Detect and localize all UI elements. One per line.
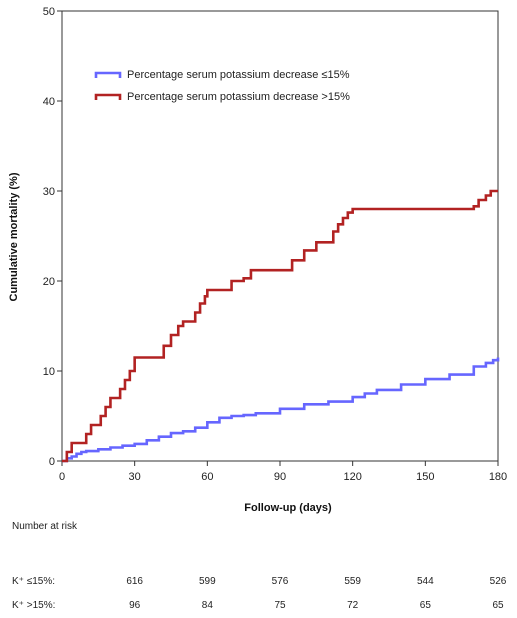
series-line-gt15 xyxy=(62,189,498,463)
risk-table-title: Number at risk xyxy=(12,521,78,532)
legend-label: Percentage serum potassium decrease >15% xyxy=(127,91,350,103)
risk-cell: 96 xyxy=(129,600,141,611)
risk-cell: 559 xyxy=(344,576,361,587)
x-tick-label: 150 xyxy=(416,471,434,483)
series-line-le15 xyxy=(62,357,500,463)
x-axis-label: Follow-up (days) xyxy=(244,502,332,514)
x-tick-label: 120 xyxy=(343,471,361,483)
y-tick-label: 20 xyxy=(43,276,55,288)
y-axis-label: Cumulative mortality (%) xyxy=(8,172,20,301)
risk-cell: 544 xyxy=(416,576,434,587)
y-tick-label: 50 xyxy=(43,6,55,18)
km-chart: 0 10 20 30 40 50 0 30 60 90 120 150 180 Percentage s… xyxy=(8,6,507,514)
risk-cell: 616 xyxy=(126,576,143,587)
risk-cell: 526 xyxy=(489,576,507,587)
y-tick-label: 30 xyxy=(43,186,55,198)
x-tick-label: 180 xyxy=(489,471,507,483)
risk-row-label: K⁺ ≤15%: xyxy=(12,576,56,587)
y-tick-label: 0 xyxy=(49,456,55,468)
legend: Percentage serum potassium decrease ≤15%… xyxy=(94,69,350,103)
x-tick-label: 0 xyxy=(59,471,65,483)
risk-cell: 576 xyxy=(271,576,289,587)
axes: 0 10 20 30 40 50 0 30 60 90 120 150 180 xyxy=(43,6,507,483)
risk-row-label: K⁺ >15%: xyxy=(12,600,56,611)
risk-cell: 75 xyxy=(274,600,286,611)
risk-cell: 84 xyxy=(201,600,213,611)
legend-label: Percentage serum potassium decrease ≤15% xyxy=(127,69,350,81)
risk-cell: 65 xyxy=(492,600,504,611)
x-tick-label: 30 xyxy=(129,471,141,483)
y-tick-label: 40 xyxy=(43,96,55,108)
y-tick-label: 10 xyxy=(43,366,55,378)
series-layer xyxy=(62,189,500,463)
plot-frame xyxy=(61,10,499,462)
risk-cell: 72 xyxy=(347,600,359,611)
legend-swatch xyxy=(94,93,122,100)
risk-cell: 65 xyxy=(419,600,431,611)
risk-cell: 599 xyxy=(198,576,216,587)
x-tick-label: 90 xyxy=(274,471,286,483)
x-tick-label: 60 xyxy=(201,471,213,483)
legend-swatch xyxy=(94,71,122,78)
